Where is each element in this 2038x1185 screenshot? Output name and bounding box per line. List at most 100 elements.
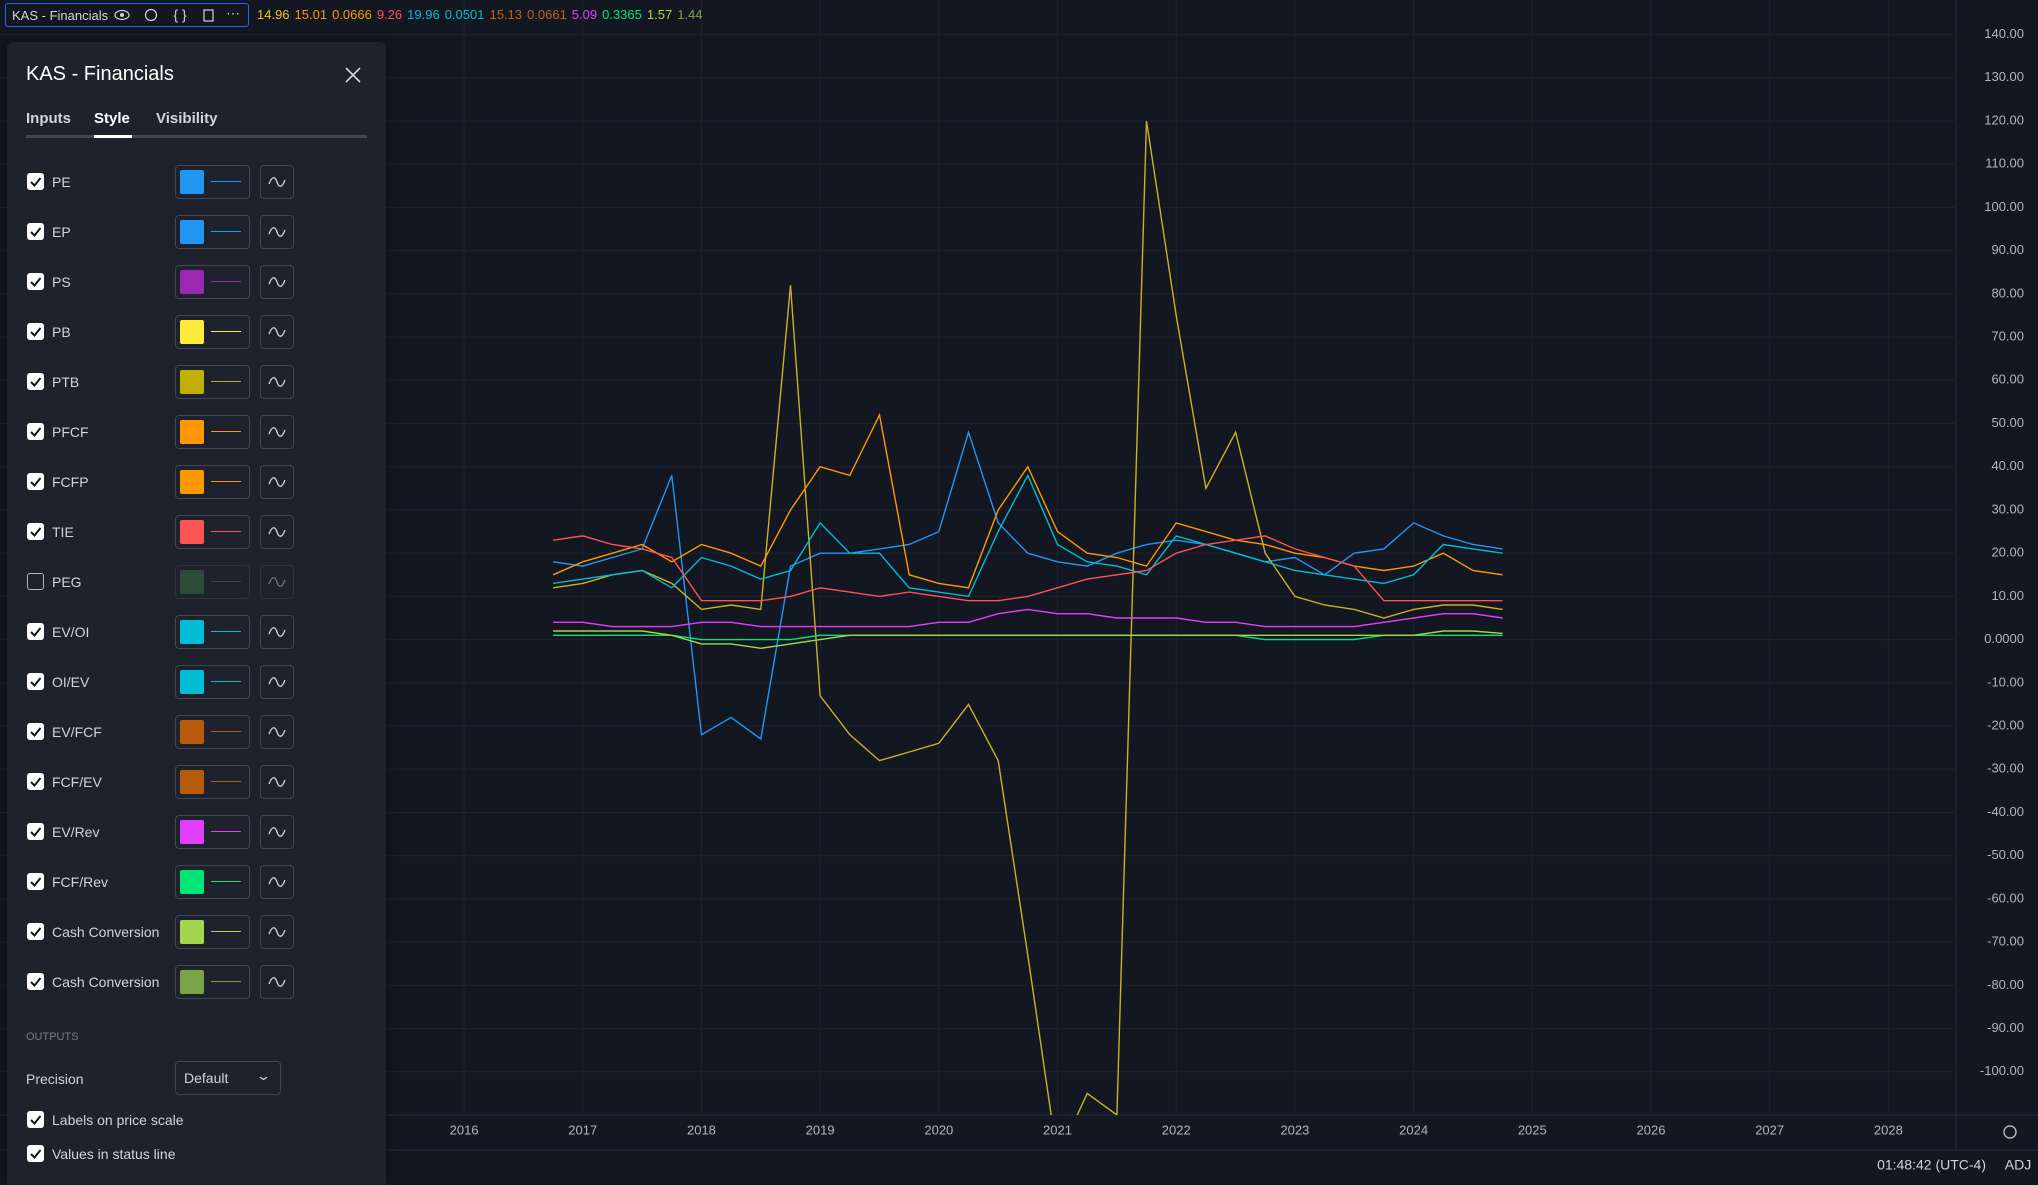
color-picker[interactable] — [175, 965, 250, 999]
checkbox[interactable] — [27, 323, 44, 340]
color-picker[interactable] — [175, 465, 250, 499]
plot-style-button[interactable] — [260, 315, 294, 349]
gear-icon[interactable] — [144, 8, 158, 22]
option-label: Values in status line — [52, 1146, 176, 1162]
color-picker[interactable] — [175, 165, 250, 199]
plot-style-stroke — [268, 277, 286, 287]
row-label: PB — [52, 324, 71, 340]
plot-style-button[interactable] — [260, 565, 294, 599]
color-picker[interactable] — [175, 815, 250, 849]
status-value: 19.96 — [407, 7, 440, 22]
source-icon[interactable]: { } — [173, 7, 187, 23]
plot-style-button[interactable] — [260, 865, 294, 899]
plot-style-button[interactable] — [260, 765, 294, 799]
plot-style-stroke — [268, 377, 286, 387]
color-picker[interactable] — [175, 865, 250, 899]
check-stroke — [30, 177, 42, 187]
x-tick-label: 2017 — [568, 1122, 597, 1137]
checkbox[interactable] — [27, 1145, 44, 1162]
status-value: 5.09 — [571, 7, 598, 22]
color-picker[interactable] — [175, 215, 250, 249]
checkbox[interactable] — [27, 223, 44, 240]
x-tick-label: 2026 — [1637, 1122, 1666, 1137]
plot-style-button[interactable] — [260, 215, 294, 249]
color-picker[interactable] — [175, 765, 250, 799]
plot-style-button[interactable] — [260, 715, 294, 749]
checkbox[interactable] — [27, 723, 44, 740]
line-sample — [211, 481, 241, 482]
checkbox[interactable] — [27, 173, 44, 190]
tab[interactable]: Inputs — [26, 110, 71, 127]
plot-style-button[interactable] — [260, 415, 294, 449]
row-label: EV/Rev — [52, 824, 100, 840]
series-line — [552, 535, 1503, 602]
delete-icon[interactable] — [203, 9, 214, 22]
adj-toggle[interactable]: ADJ — [2005, 1157, 2031, 1173]
plot-style-button[interactable] — [260, 165, 294, 199]
color-picker[interactable] — [175, 915, 250, 949]
x-tick-label: 2023 — [1280, 1122, 1309, 1137]
plot-style-stroke — [268, 677, 286, 687]
plot-style-button[interactable] — [260, 965, 294, 999]
color-picker[interactable] — [175, 615, 250, 649]
plot-style-stroke — [268, 427, 286, 437]
checkbox[interactable] — [27, 1111, 44, 1128]
plot-style-button[interactable] — [260, 265, 294, 299]
checkbox[interactable] — [27, 923, 44, 940]
check-stroke — [30, 1115, 42, 1125]
checkbox[interactable] — [27, 373, 44, 390]
color-picker[interactable] — [175, 265, 250, 299]
color-picker[interactable] — [175, 365, 250, 399]
color-picker[interactable] — [175, 515, 250, 549]
close-button[interactable] — [344, 66, 362, 84]
color-picker[interactable] — [175, 665, 250, 699]
checkbox[interactable] — [27, 873, 44, 890]
eye-pupil — [120, 13, 124, 17]
check-stroke — [30, 527, 42, 537]
color-swatch — [180, 320, 204, 344]
check-stroke — [30, 927, 42, 937]
plot-style-icon — [268, 627, 286, 637]
line-sample — [211, 881, 241, 882]
checkbox[interactable] — [27, 573, 44, 590]
line-sample — [211, 931, 241, 932]
plot-style-stroke — [268, 227, 286, 237]
plot-style-icon — [268, 827, 286, 837]
plot-style-button[interactable] — [260, 915, 294, 949]
checkbox[interactable] — [27, 423, 44, 440]
check-mark — [30, 927, 42, 937]
plot-style-button[interactable] — [260, 815, 294, 849]
plot-style-stroke — [268, 327, 286, 337]
color-picker[interactable] — [175, 565, 250, 599]
color-picker[interactable] — [175, 315, 250, 349]
checkbox[interactable] — [27, 473, 44, 490]
checkbox[interactable] — [27, 673, 44, 690]
plot-style-button[interactable] — [260, 665, 294, 699]
row-label: FCF/EV — [52, 774, 102, 790]
precision-dropdown[interactable]: Default ⌄ — [175, 1061, 281, 1095]
plot-style-button[interactable] — [260, 465, 294, 499]
color-picker[interactable] — [175, 715, 250, 749]
option-label: Labels on price scale — [52, 1112, 184, 1128]
checkbox[interactable] — [27, 273, 44, 290]
more-icon[interactable]: ··· — [226, 7, 240, 21]
settings-icon[interactable] — [2003, 1125, 2017, 1139]
y-tick-label: 130.00 — [1984, 69, 2024, 84]
checkbox[interactable] — [27, 773, 44, 790]
tab[interactable]: Style — [94, 110, 130, 127]
color-swatch — [180, 970, 204, 994]
checkbox[interactable] — [27, 973, 44, 990]
checkbox[interactable] — [27, 623, 44, 640]
tab[interactable]: Visibility — [156, 110, 218, 127]
line-sample — [211, 731, 241, 732]
tab-underline — [94, 135, 132, 138]
eye-icon[interactable] — [114, 9, 130, 21]
plot-style-button[interactable] — [260, 615, 294, 649]
checkbox[interactable] — [27, 823, 44, 840]
plot-style-button[interactable] — [260, 515, 294, 549]
plot-style-button[interactable] — [260, 365, 294, 399]
color-picker[interactable] — [175, 415, 250, 449]
plot-style-icon — [268, 777, 286, 787]
checkbox[interactable] — [27, 523, 44, 540]
indicator-legend[interactable]: KAS - Financials { } ··· — [5, 3, 249, 27]
